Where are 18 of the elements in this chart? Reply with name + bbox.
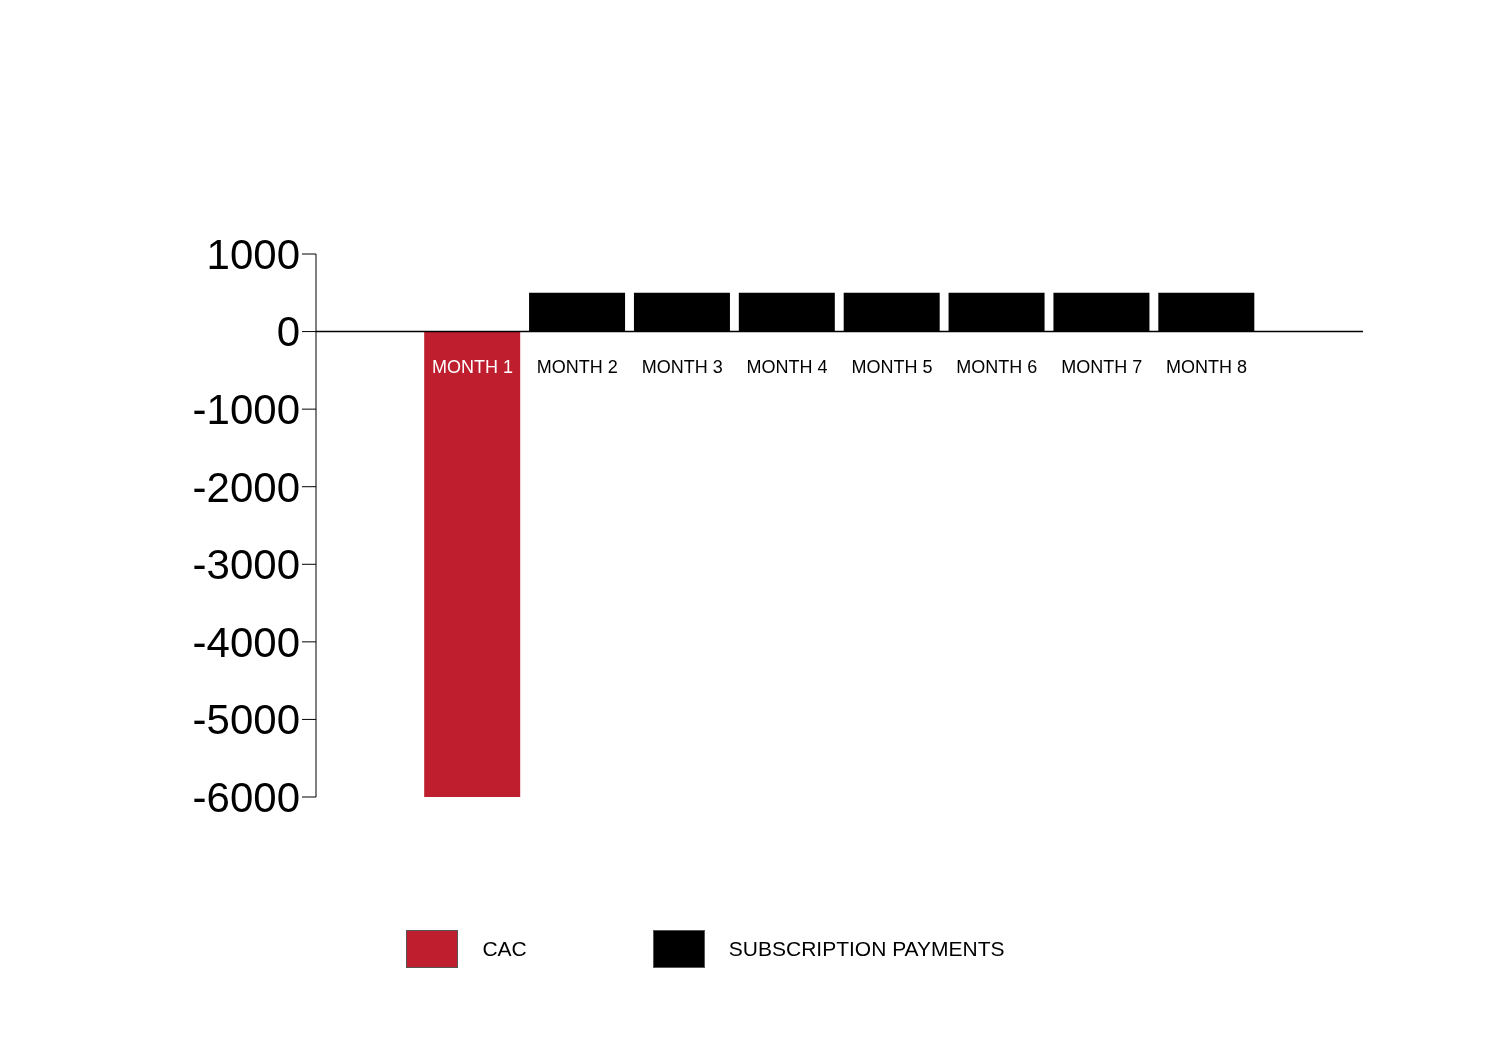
y-tick-label: -3000 [192, 541, 300, 589]
y-tick-label: 1000 [206, 230, 300, 278]
x-tick-label: MONTH 2 [536, 357, 618, 378]
legend-label: CAC [482, 937, 527, 961]
x-tick-label: MONTH 6 [956, 357, 1038, 378]
y-tick-label: -2000 [192, 463, 300, 511]
legend-label: SUBSCRIPTION PAYMENTS [728, 937, 1005, 961]
x-tick-label: MONTH 3 [641, 357, 723, 378]
x-tick-label: MONTH 8 [1166, 357, 1248, 378]
y-tick-label: -6000 [192, 773, 300, 821]
x-tick-label: MONTH 4 [746, 357, 828, 378]
y-tick-label: 0 [276, 308, 300, 356]
y-tick-label: -1000 [192, 386, 300, 434]
x-tick-label: MONTH 7 [1061, 357, 1143, 378]
x-tick-label: MONTH 5 [851, 357, 933, 378]
x-tick-label: MONTH 1 [431, 357, 513, 378]
y-tick-label: -4000 [192, 618, 300, 666]
y-tick-label: -5000 [192, 696, 300, 744]
